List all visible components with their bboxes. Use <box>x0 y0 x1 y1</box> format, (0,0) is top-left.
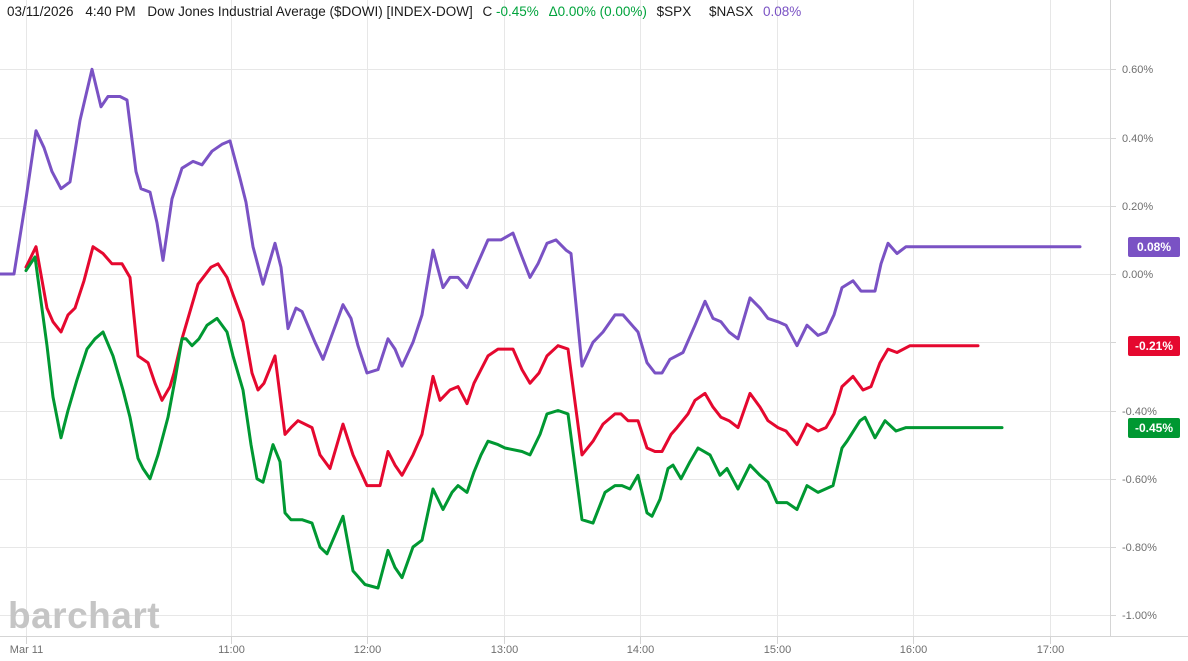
close-value: -0.45% <box>496 4 539 19</box>
price-flag-spx: -0.21% <box>1128 335 1180 356</box>
barchart-logo: barchart <box>8 595 161 636</box>
symbol-title: Dow Jones Industrial Average ($DOWI) [IN… <box>147 4 473 19</box>
y-axis-label: -0.60% <box>1122 473 1157 486</box>
chart-header: 03/11/2026 4:40 PM Dow Jones Industrial … <box>7 4 801 19</box>
close-label: C <box>482 4 493 19</box>
quote-date: 03/11/2026 <box>7 4 74 19</box>
x-axis-label: 15:00 <box>763 644 792 656</box>
x-axis-label: 12:00 <box>353 644 382 656</box>
x-axis-label: 17:00 <box>1036 644 1065 656</box>
y-axis-label: -0.80% <box>1122 541 1157 554</box>
nasx-symbol-label: $NASX <box>708 4 754 19</box>
y-axis-label: -1.00% <box>1122 609 1157 622</box>
y-axis-label: 0.00% <box>1122 268 1154 281</box>
nasx-value: 0.08% <box>763 4 802 19</box>
price-flag-nasx: 0.08% <box>1128 236 1180 257</box>
x-axis-label: 13:00 <box>490 644 519 656</box>
x-axis-label: 14:00 <box>626 644 655 656</box>
spx-symbol-label: $SPX <box>656 4 692 19</box>
x-axis-label: 16:00 <box>899 644 928 656</box>
y-axis-label: 0.20% <box>1122 200 1154 213</box>
x-axis-label: Mar 11 <box>9 644 44 656</box>
y-axis-label: 0.40% <box>1122 132 1154 145</box>
y-axis-label: -0.40% <box>1122 405 1157 418</box>
delta-value: Δ0.00% (0.00%) <box>548 4 647 19</box>
price-line-dowi <box>24 255 1004 590</box>
price-line-spx <box>24 245 980 488</box>
y-axis-label: 0.60% <box>1122 63 1154 76</box>
price-line-nasx <box>0 67 1082 375</box>
price-flag-dowi: -0.45% <box>1128 417 1180 438</box>
quote-time: 4:40 PM <box>85 4 136 19</box>
x-axis-label: 11:00 <box>218 644 245 656</box>
